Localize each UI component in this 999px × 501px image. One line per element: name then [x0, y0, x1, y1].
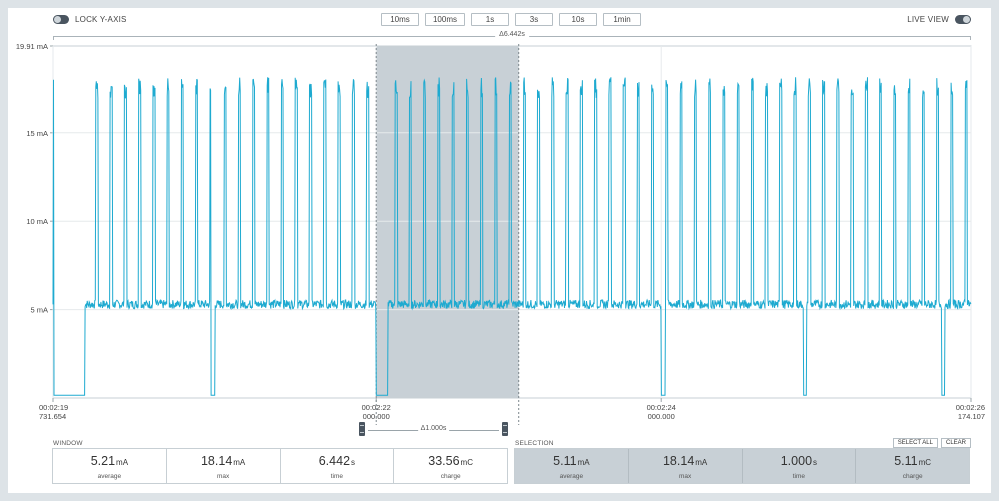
- live-view-label: LIVE VIEW: [907, 15, 949, 24]
- y-tick-label: 10 mA: [26, 217, 48, 226]
- selection-actions: SELECT ALL CLEAR: [892, 438, 971, 448]
- selection-charge-value: 5.11: [894, 454, 918, 468]
- window-average-unit: mA: [116, 458, 129, 467]
- window-average-value: 5.21: [90, 454, 116, 468]
- window-charge-label: charge: [440, 473, 461, 480]
- live-view-toggle[interactable]: LIVE VIEW: [907, 15, 971, 24]
- x-tick-label: 00:02:22: [362, 403, 391, 412]
- x-tick-label: 00:02:24: [647, 403, 676, 412]
- window-charge-value: 33.56: [428, 454, 460, 468]
- selection-charge-unit: mC: [918, 458, 932, 467]
- toggle-switch-icon[interactable]: [53, 15, 69, 24]
- selection-charge-cell: 5.11mC charge: [856, 449, 969, 483]
- selection-delta-label: Δ1.000s: [417, 425, 450, 432]
- x-tick-sublabel: 174.107: [958, 412, 985, 421]
- zoom-10ms-button[interactable]: 10ms: [381, 13, 419, 26]
- current-trace: [52, 77, 972, 396]
- x-tick-sublabel: 000.000: [648, 412, 675, 421]
- window-charge-cell: 33.56mC charge: [394, 449, 507, 483]
- x-tick-label: 00:02:26: [956, 403, 985, 412]
- selection-time-label: time: [792, 473, 806, 480]
- zoom-1s-button[interactable]: 1s: [471, 13, 509, 26]
- selection-time-cell: 1.000s time: [743, 449, 857, 483]
- selection-max-label: max: [678, 473, 692, 480]
- window-time-cell: 6.442s time: [281, 449, 395, 483]
- clear-button[interactable]: CLEAR: [940, 438, 971, 448]
- selection-max-value: 18.14: [662, 454, 695, 468]
- selection-charge-label: charge: [902, 473, 923, 480]
- selection-average-unit: mA: [577, 458, 590, 467]
- window-time-value: 6.442: [318, 454, 351, 468]
- selection-average-cell: 5.11mA average: [515, 449, 629, 483]
- lock-y-axis-toggle[interactable]: LOCK Y-AXIS: [53, 15, 127, 24]
- selection-stats-panel: 5.11mA average 18.14mA max 1.000s time 5…: [514, 448, 970, 484]
- selection-max-cell: 18.14mA max: [629, 449, 743, 483]
- y-tick-label: 19.91 mA: [16, 42, 48, 51]
- lock-y-axis-label: LOCK Y-AXIS: [75, 15, 127, 24]
- window-time-unit: s: [351, 458, 356, 467]
- selection-time-value: 1.000: [780, 454, 813, 468]
- y-tick-label: 5 mA: [30, 306, 48, 315]
- window-max-unit: mA: [233, 458, 246, 467]
- window-time-label: time: [330, 473, 344, 480]
- window-delta-label: Δ6.442s: [495, 31, 529, 38]
- zoom-3s-button[interactable]: 3s: [515, 13, 553, 26]
- select-all-button[interactable]: SELECT ALL: [892, 438, 938, 448]
- selection-title: SELECTION: [515, 440, 554, 447]
- window-title: WINDOW: [53, 440, 83, 447]
- selection-time-unit: s: [813, 458, 818, 467]
- selection-end-handle[interactable]: [502, 422, 508, 436]
- window-max-cell: 18.14mA max: [167, 449, 281, 483]
- zoom-buttons: 10ms 100ms 1s 3s 10s 1min: [381, 13, 641, 26]
- zoom-1min-button[interactable]: 1min: [603, 13, 641, 26]
- selection-average-value: 5.11: [553, 454, 577, 468]
- toggle-switch-icon[interactable]: [955, 15, 971, 24]
- zoom-10s-button[interactable]: 10s: [559, 13, 597, 26]
- x-tick-label: 00:02:19: [39, 403, 68, 412]
- selection-average-label: average: [559, 473, 584, 480]
- selection-delta-bracket: Δ1.000s: [362, 425, 505, 435]
- window-average-label: average: [97, 473, 122, 480]
- window-average-cell: 5.21mA average: [53, 449, 167, 483]
- window-max-label: max: [216, 473, 230, 480]
- window-stats-panel: 5.21mA average 18.14mA max 6.442s time 3…: [52, 448, 508, 484]
- window-charge-unit: mC: [460, 458, 473, 467]
- app-window: 19.91 mA 15 mA 10 mA 5 mA 00:02:19 731.654 00:…: [8, 8, 991, 493]
- zoom-100ms-button[interactable]: 100ms: [425, 13, 465, 26]
- x-tick-sublabel: 731.654: [39, 412, 66, 421]
- selection-start-handle[interactable]: [359, 422, 365, 436]
- selection-max-unit: mA: [695, 458, 708, 467]
- window-delta-bracket: Δ6.442s: [53, 28, 971, 40]
- window-max-value: 18.14: [200, 454, 233, 468]
- y-tick-label: 15 mA: [26, 129, 48, 138]
